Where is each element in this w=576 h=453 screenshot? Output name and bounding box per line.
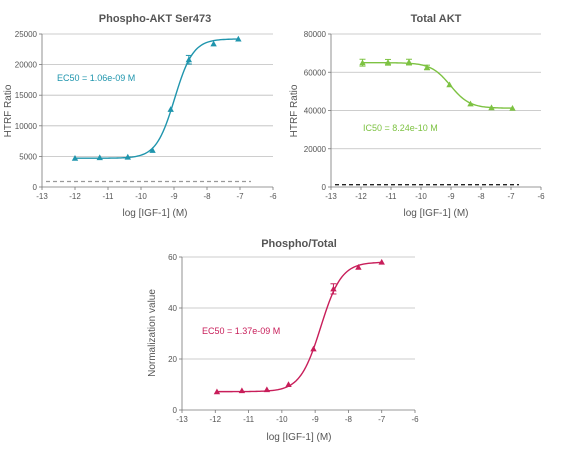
x-tick-label: -8 xyxy=(203,192,211,201)
x-tick-label: -6 xyxy=(537,192,545,201)
y-tick-label: 0 xyxy=(33,183,38,192)
panel-2-annotation: IC50 = 8.24e-10 M xyxy=(363,123,438,133)
panel-1-title: Phospho-AKT Ser473 xyxy=(99,13,211,25)
y-tick-label: 60 xyxy=(168,253,177,262)
panel-2-xlabel: log [IGF-1] (M) xyxy=(403,208,468,219)
x-tick-label: -8 xyxy=(345,415,353,424)
data-point-marker xyxy=(238,387,246,394)
data-point-marker xyxy=(263,386,271,393)
panel-3-annotation: EC50 = 1.37e-09 M xyxy=(202,326,280,336)
panel-3-title: Phospho/Total xyxy=(261,238,337,250)
data-point-marker xyxy=(71,155,79,161)
x-tick-label: -11 xyxy=(103,192,115,201)
x-tick-label: -9 xyxy=(447,192,455,201)
x-tick-label: -13 xyxy=(176,415,188,424)
fit-curve xyxy=(216,261,382,393)
data-point-marker xyxy=(213,388,221,395)
x-tick-label: -6 xyxy=(411,415,419,424)
y-tick-label: 5000 xyxy=(19,152,37,161)
data-point-marker xyxy=(446,81,453,88)
y-tick-label: 0 xyxy=(173,406,178,415)
x-tick-label: -13 xyxy=(325,192,337,201)
x-tick-label: -7 xyxy=(378,415,386,424)
y-tick-label: 15000 xyxy=(15,91,38,100)
fit-curve xyxy=(75,38,239,159)
data-point-marker xyxy=(423,64,431,71)
y-tick-label: 80000 xyxy=(304,30,327,39)
y-tick-label: 60000 xyxy=(304,68,327,77)
data-point-marker xyxy=(467,100,474,107)
x-tick-label: -7 xyxy=(236,192,244,201)
y-tick-label: 0 xyxy=(322,183,327,192)
panel-1-ylabel: HTRF Ratio xyxy=(3,84,14,137)
y-tick-label: 40000 xyxy=(304,107,327,116)
data-point-marker xyxy=(359,59,366,66)
data-point-marker xyxy=(285,381,292,388)
x-tick-label: -13 xyxy=(36,192,48,201)
panel-2-plot: 0 20000 40000 60000 80000 -13 -12 -11 -10 -9 -8 -7 -… xyxy=(304,30,545,201)
x-tick-label: -12 xyxy=(69,192,81,201)
data-point-marker xyxy=(185,56,193,63)
panel-3-xlabel: log [IGF-1] (M) xyxy=(266,432,331,443)
y-tick-label: 20 xyxy=(168,355,177,364)
x-tick-label: -11 xyxy=(386,192,398,201)
data-point-marker xyxy=(378,258,385,265)
data-point-marker xyxy=(310,345,317,352)
x-tick-label: -11 xyxy=(243,415,255,424)
panel-1-xlabel: log [IGF-1] (M) xyxy=(122,208,187,219)
x-tick-label: -12 xyxy=(355,192,367,201)
x-tick-label: -6 xyxy=(269,192,277,201)
data-point-marker xyxy=(355,264,362,270)
x-tick-label: -10 xyxy=(135,192,147,201)
data-point-marker xyxy=(124,153,131,160)
x-tick-label: -12 xyxy=(210,415,222,424)
panel-1-annotation: EC50 = 1.06e-09 M xyxy=(57,73,135,83)
y-tick-label: 10000 xyxy=(15,122,38,131)
data-point-marker xyxy=(509,105,516,111)
data-point-marker xyxy=(384,59,392,65)
x-tick-label: -9 xyxy=(170,192,178,201)
panel-2-title: Total AKT xyxy=(411,13,462,25)
panel-total-akt: Total AKT log [IGF-1] (M) HTRF Ratio IC5… xyxy=(289,13,545,219)
x-tick-label: -7 xyxy=(507,192,515,201)
panel-1-plot: 0 5000 10000 15000 20000 25000 -13 -12 -11 -10 -9 -… xyxy=(15,30,277,201)
data-point-marker xyxy=(149,147,156,153)
data-point-marker xyxy=(210,40,217,47)
panel-3-ylabel: Normalization value xyxy=(147,289,158,377)
data-point-marker xyxy=(167,106,174,112)
y-tick-label: 25000 xyxy=(15,30,38,39)
data-point-marker xyxy=(405,58,413,65)
x-tick-label: -10 xyxy=(276,415,288,424)
panel-2-ylabel: HTRF Ratio xyxy=(289,84,300,137)
panel-phospho-total: Phospho/Total log [IGF-1] (M) Normalizat… xyxy=(147,238,419,443)
fit-curve xyxy=(362,61,513,109)
panel-phospho-akt: Phospho-AKT Ser473 log [IGF-1] (M) HTRF … xyxy=(3,13,277,219)
y-tick-label: 20000 xyxy=(15,61,38,70)
x-tick-label: -9 xyxy=(312,415,320,424)
x-tick-label: -8 xyxy=(477,192,485,201)
data-point-marker xyxy=(488,104,495,111)
data-point-marker xyxy=(235,35,242,42)
panel-3-plot: 0 20 40 60 -13 -12 -11 -10 -9 -8 -7 -6 xyxy=(168,253,419,424)
y-tick-label: 40 xyxy=(168,304,177,313)
x-tick-label: -10 xyxy=(415,192,427,201)
y-tick-label: 20000 xyxy=(304,145,327,154)
data-point-marker xyxy=(330,285,337,292)
data-point-marker xyxy=(96,154,103,161)
